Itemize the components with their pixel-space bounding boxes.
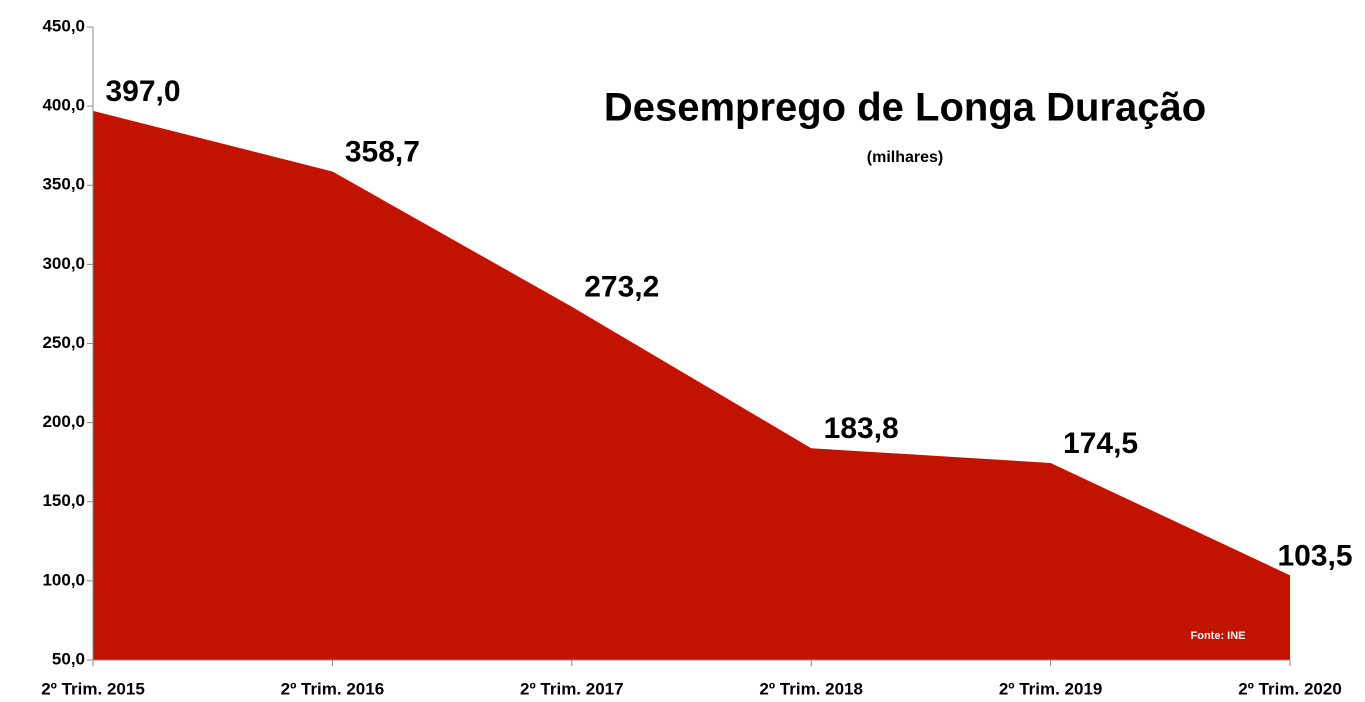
y-tick-label: 400,0 bbox=[42, 96, 85, 115]
x-tick-label: 2º Trim. 2016 bbox=[281, 679, 385, 698]
area bbox=[93, 110, 1290, 660]
y-tick-label: 300,0 bbox=[42, 254, 85, 273]
y-tick-label: 100,0 bbox=[42, 570, 85, 589]
data-label: 103,5 bbox=[1277, 539, 1352, 572]
y-tick-label: 200,0 bbox=[42, 412, 85, 431]
data-label: 358,7 bbox=[345, 135, 420, 168]
data-label: 273,2 bbox=[584, 271, 659, 304]
y-tick-label: 150,0 bbox=[42, 491, 85, 510]
annotation: Fonte: INE bbox=[1191, 630, 1246, 642]
x-tick-label: 2º Trim. 2020 bbox=[1238, 679, 1342, 698]
x-tick-label: 2º Trim. 2018 bbox=[759, 679, 863, 698]
y-tick-label: 50,0 bbox=[52, 649, 85, 668]
data-label: 174,5 bbox=[1063, 427, 1138, 460]
chart-subtitle: (milhares) bbox=[867, 149, 943, 166]
y-tick-label: 250,0 bbox=[42, 333, 85, 352]
y-tick-label: 350,0 bbox=[42, 175, 85, 194]
data-label: 397,0 bbox=[105, 75, 180, 108]
x-tick-label: 2º Trim. 2019 bbox=[999, 679, 1103, 698]
x-tick-label: 2º Trim. 2015 bbox=[41, 679, 145, 698]
data-label: 183,8 bbox=[824, 412, 899, 445]
x-tick-label: 2º Trim. 2017 bbox=[520, 679, 624, 698]
chart-title: Desemprego de Longa Duração bbox=[604, 86, 1206, 130]
y-tick-label: 450,0 bbox=[42, 16, 85, 35]
